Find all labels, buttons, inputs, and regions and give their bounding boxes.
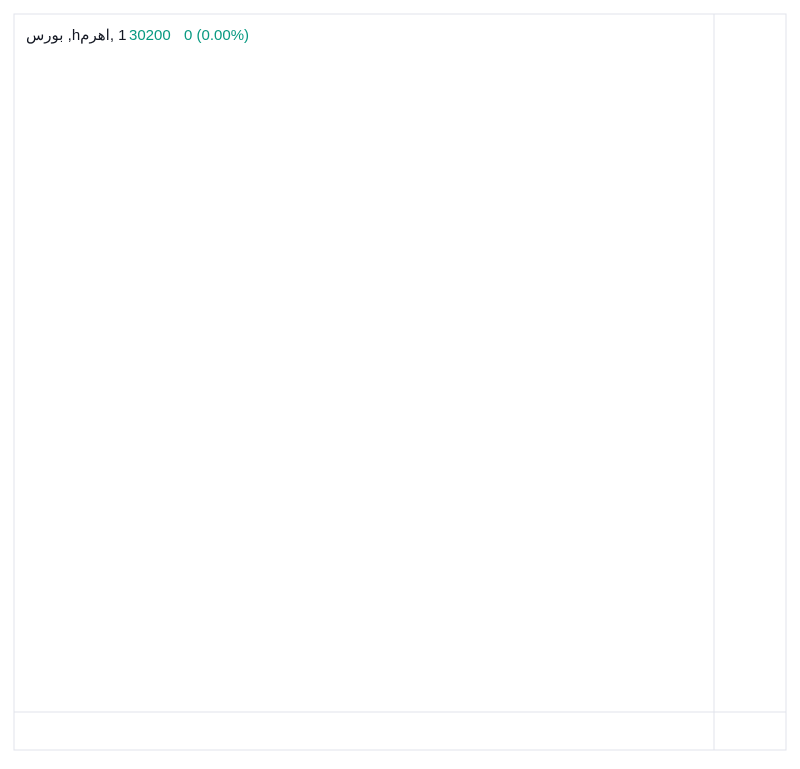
header-bg [18,22,268,50]
frame [13,13,787,751]
header-price: 30200 [129,27,171,44]
symbol: 1 ,اهرمh, بورس [26,27,127,44]
header-change: 0 (0.00%) [184,27,249,44]
